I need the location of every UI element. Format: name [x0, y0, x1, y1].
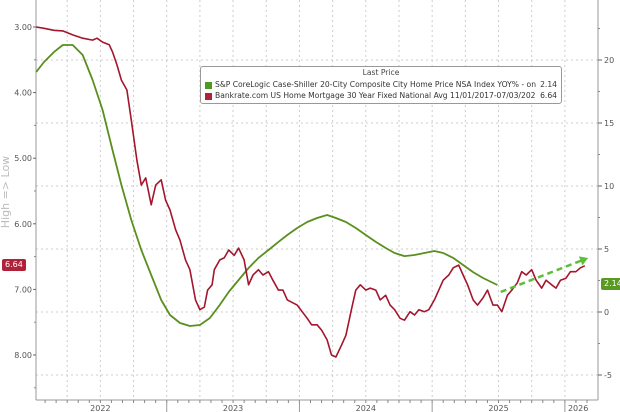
x-axis-tick-label: 2025 — [488, 404, 508, 412]
x-axis-tick-label: 2022 — [90, 404, 110, 412]
right-axis-tick-label: 0 — [604, 308, 609, 317]
home-price-yoy-line — [35, 44, 498, 327]
right-axis-tick-label: -5 — [604, 371, 612, 380]
legend-swatch-green — [205, 81, 212, 89]
x-axis-tick-label: 2023 — [223, 404, 243, 412]
mortgage-rate-line — [36, 26, 586, 358]
right-axis-tick-label: 10 — [604, 182, 614, 191]
legend-header: Last Price — [362, 68, 400, 77]
trend-arrow-line — [500, 259, 583, 294]
last-value-badge-mortgage: 6.64 — [2, 259, 26, 271]
right-axis-tick-label: 15 — [604, 119, 614, 128]
x-axis-tick-label: 2024 — [356, 404, 376, 412]
left-axis-tick-label: 4.00 — [14, 89, 32, 98]
last-value-badge-case-shiller: 2.14 — [601, 278, 620, 290]
left-axis-tick-label: 7.00 — [14, 285, 32, 294]
left-axis-label: High => Low — [0, 155, 12, 229]
left-axis-tick-label: 3.00 — [14, 23, 32, 32]
left-axis-tick-label: 8.00 — [14, 351, 32, 360]
legend-label: Bankrate.com US Home Mortgage 30 Year Fi… — [215, 91, 537, 100]
right-axis-tick-label: 5 — [604, 245, 609, 254]
left-axis-tick-label: 5.00 — [14, 154, 32, 163]
right-axis-tick-label: 20 — [604, 56, 614, 65]
legend-item-case-shiller: S&P CoreLogic Case-Shiller 20-City Compo… — [205, 80, 557, 90]
legend-item-mortgage: Bankrate.com US Home Mortgage 30 Year Fi… — [205, 91, 557, 101]
legend-label: S&P CoreLogic Case-Shiller 20-City Compo… — [215, 80, 537, 89]
trend-arrow-head — [578, 256, 589, 266]
legend-value: 2.14 — [540, 80, 557, 89]
x-axis-tick-label: 2026 — [568, 404, 588, 412]
legend-swatch-red — [205, 92, 212, 100]
legend-value: 6.64 — [540, 91, 557, 100]
legend: Last Price S&P CoreLogic Case-Shiller 20… — [200, 66, 562, 104]
left-axis-tick-label: 6.00 — [14, 220, 32, 229]
